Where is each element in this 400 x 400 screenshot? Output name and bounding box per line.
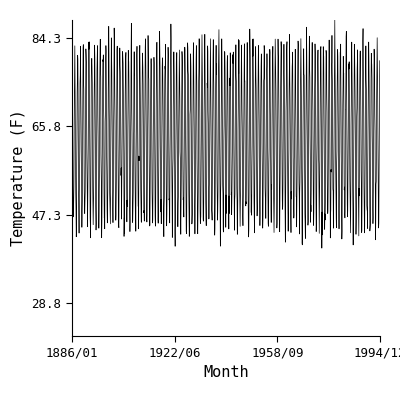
X-axis label: Month: Month xyxy=(203,365,249,380)
Y-axis label: Temperature (F): Temperature (F) xyxy=(11,110,26,246)
